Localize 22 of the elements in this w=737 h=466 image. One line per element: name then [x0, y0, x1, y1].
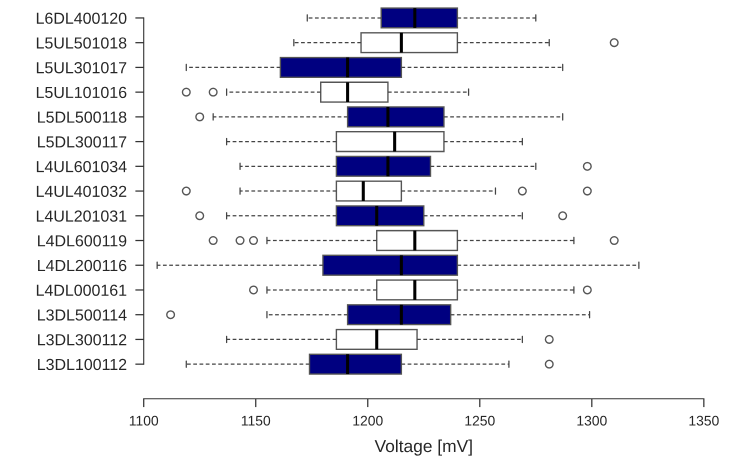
x-tick-label: 1250	[465, 416, 495, 426]
y-tick-label: L5DL300117	[38, 136, 126, 148]
y-tick-label: L4DL600119	[38, 235, 126, 246]
x-tick-label: 1100	[130, 416, 158, 426]
y-tick-label: L3DL500114	[38, 309, 127, 321]
y-tick-label: L3DL300112	[38, 334, 126, 346]
y-tick-label: L4UL201031	[36, 210, 126, 222]
y-tick-label: L4DL200116	[38, 260, 126, 272]
x-tick-label: 1200	[353, 416, 383, 426]
y-tick-label: L5DL500118	[38, 112, 126, 123]
x-axis-title: Voltage [mV]	[374, 439, 472, 456]
y-tick-label: L3DL100112	[38, 358, 126, 370]
y-tick-label: L4UL601034	[36, 160, 127, 172]
x-tick-label: 1350	[689, 416, 719, 426]
y-tick-label: L4UL401032	[36, 186, 126, 198]
x-tick-label: 1150	[242, 416, 270, 426]
y-tick-label: L5UL501018	[36, 37, 126, 49]
y-tick-label: L5UL301017	[36, 62, 126, 74]
y-tick-label: L4DL000161	[36, 284, 126, 296]
x-tick-label: 1300	[577, 416, 607, 426]
y-tick-label: L5UL101016	[36, 86, 126, 98]
y-tick-label: L6DL400120	[36, 12, 126, 24]
